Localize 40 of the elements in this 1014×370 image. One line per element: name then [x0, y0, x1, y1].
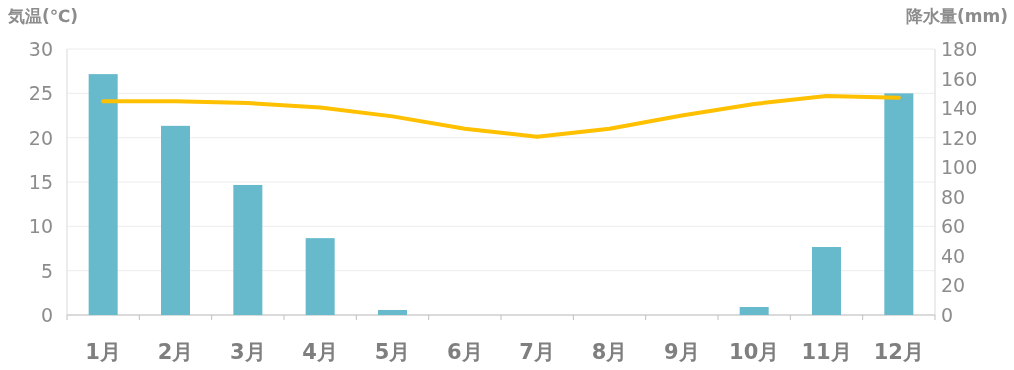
x-tick-label: 11月 [801, 340, 852, 364]
y-tick-label: 25 [28, 82, 53, 105]
x-tick-label: 3月 [230, 340, 266, 364]
y2-tick-label: 120 [941, 126, 978, 149]
y2-tick-label: 0 [941, 304, 954, 326]
x-tick-label: 4月 [302, 340, 338, 364]
bar [378, 309, 407, 315]
x-tick-label: 8月 [591, 340, 628, 364]
y-tick-label: 20 [28, 126, 53, 149]
y-tick-label: 10 [28, 215, 53, 238]
x-tick-label: 10月 [729, 340, 780, 364]
y-tick-label: 30 [28, 38, 53, 60]
bar [884, 93, 914, 315]
y2-tick-label: 60 [941, 215, 966, 238]
x-tick-label: 2月 [157, 340, 194, 364]
y2-tick-label: 40 [941, 244, 966, 267]
bar [305, 238, 335, 315]
x-tick-label: 12月 [873, 340, 924, 364]
y2-tick-label: 140 [941, 97, 978, 120]
y2-axis-title: 降水量(mm) [906, 6, 1008, 26]
y2-tick-label: 180 [941, 38, 978, 60]
bar [88, 74, 118, 315]
bar [233, 184, 263, 315]
x-tick-label: 7月 [519, 340, 555, 364]
x-tick-label: 9月 [664, 340, 700, 364]
bar [161, 125, 190, 315]
y-tick-label: 0 [40, 304, 53, 326]
y-tick-label: 5 [40, 259, 53, 282]
y-tick-label: 15 [28, 171, 53, 193]
y-axis-title: 気温(℃) [7, 6, 79, 26]
bar [739, 307, 769, 315]
x-tick-label: 1月 [85, 340, 121, 364]
y2-tick-label: 20 [941, 274, 966, 297]
x-tick-label: 5月 [374, 340, 411, 364]
y2-tick-label: 160 [941, 67, 978, 90]
y2-tick-label: 80 [941, 185, 966, 208]
y2-tick-label: 100 [941, 156, 978, 179]
x-tick-label: 6月 [447, 340, 483, 364]
bar [812, 247, 841, 315]
line-series [101, 93, 901, 139]
